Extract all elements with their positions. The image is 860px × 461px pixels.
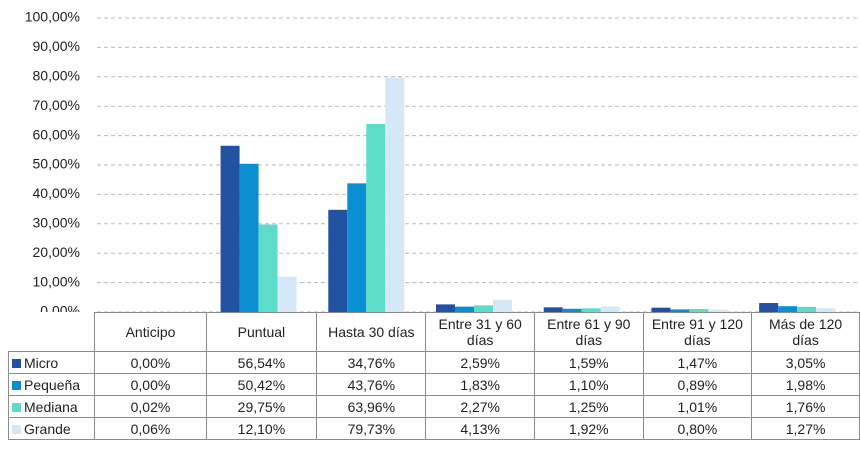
bar	[778, 306, 798, 312]
y-tick-label: 40,00%	[33, 185, 80, 201]
value-cell: 1,10%	[533, 373, 644, 396]
data-table: Anticipo Puntual Hasta 30 días Entre 31 y 6…	[7, 312, 860, 440]
value-cell: 0,02%	[94, 395, 207, 418]
legend-entry: Micro	[7, 351, 96, 374]
value-cell: 0,80%	[642, 417, 753, 440]
bar	[455, 306, 474, 312]
value-cell: 63,96%	[316, 395, 427, 418]
header-row: Anticipo Puntual Hasta 30 días Entre 31 y 6…	[8, 312, 860, 352]
legend-entry: Grande	[7, 417, 96, 440]
bar	[436, 304, 455, 312]
blank-cell	[8, 312, 96, 352]
bar	[759, 303, 779, 312]
value-cell: 79,73%	[316, 417, 427, 440]
legend-swatch	[12, 358, 21, 368]
y-tick-label: 60,00%	[33, 126, 80, 142]
bar	[708, 309, 728, 312]
bar	[474, 305, 493, 312]
bar	[689, 309, 709, 312]
value-cell: 1,25%	[533, 395, 644, 418]
bar	[581, 308, 601, 312]
value-cell: 4,13%	[425, 417, 535, 440]
value-cell: 2,59%	[425, 351, 535, 374]
bar	[347, 183, 367, 312]
value-cell: 43,76%	[316, 373, 427, 396]
series-row: Mediana 0,02% 29,75% 63,96% 2,27% 1,25% 1,01% 1…	[7, 395, 860, 418]
category-label: Puntual	[205, 312, 318, 352]
category-label: Anticipo	[94, 312, 207, 352]
category-label: Entre 61 y 90 días	[533, 312, 644, 352]
value-cell: 1,47%	[642, 351, 753, 374]
value-cell: 0,06%	[94, 417, 207, 440]
value-cell: 1,83%	[425, 373, 535, 396]
series-row: Pequeña 0,00% 50,42% 43,76% 1,83% 1,10% 0,89% 1…	[7, 373, 860, 396]
bar	[258, 224, 278, 312]
value-cell: 1,98%	[751, 373, 860, 396]
value-cell: 2,27%	[425, 395, 535, 418]
y-tick-label: 0,00%	[40, 303, 80, 312]
y-tick-label: 20,00%	[33, 244, 80, 260]
value-cell: 29,75%	[205, 395, 318, 418]
bar	[220, 145, 240, 312]
value-cell: 1,01%	[642, 395, 753, 418]
y-tick-label: 10,00%	[33, 273, 80, 289]
bar	[562, 308, 582, 312]
value-cell: 0,00%	[94, 373, 207, 396]
bar	[277, 276, 297, 312]
value-cell: 50,42%	[205, 373, 318, 396]
bar	[670, 309, 690, 312]
value-cell: 3,05%	[751, 351, 860, 374]
category-label: Más de 120 días	[751, 312, 860, 352]
value-cell: 1,27%	[751, 417, 860, 440]
value-cell: 12,10%	[205, 417, 318, 440]
value-cell: 0,00%	[94, 351, 207, 374]
bar	[493, 299, 512, 312]
legend-swatch	[12, 402, 21, 412]
legend-entry: Pequeña	[7, 373, 96, 396]
legend-swatch	[12, 424, 21, 434]
chart: 0,00% 10,00% 20,00% 30,00% 40,00% 50,00% 60,00…	[25, 9, 857, 312]
category-label: Entre 91 y 120 días	[642, 312, 753, 352]
series-row: Grande 0,06% 12,10% 79,73% 4,13% 1,92% 0,80% 1,…	[7, 417, 860, 440]
legend-entry: Mediana	[7, 395, 96, 418]
legend-label: Mediana	[24, 398, 78, 415]
legend-swatch	[12, 380, 21, 390]
value-cell: 1,59%	[533, 351, 644, 374]
category-label: Entre 31 y 60 días	[425, 312, 535, 352]
legend-label: Pequeña	[24, 376, 81, 393]
bar	[797, 306, 817, 312]
y-tick-label: 50,00%	[33, 156, 80, 172]
value-cell: 34,76%	[316, 351, 427, 374]
value-cell: 0,89%	[642, 373, 753, 396]
y-tick-label: 70,00%	[33, 97, 80, 113]
bar	[239, 163, 259, 312]
value-cell: 56,54%	[205, 351, 318, 374]
series-row: Micro 0,00% 56,54% 34,76% 2,59% 1,59% 1,47% 3,0…	[7, 351, 860, 374]
y-tick-label: 90,00%	[33, 38, 80, 54]
y-tick-label: 80,00%	[33, 68, 80, 84]
bar	[600, 306, 620, 312]
value-cell: 1,76%	[751, 395, 860, 418]
bar	[328, 209, 348, 312]
legend-label: Grande	[24, 420, 71, 437]
bar	[543, 307, 563, 312]
value-cell: 1,92%	[533, 417, 644, 440]
y-tick-label: 30,00%	[33, 215, 80, 231]
category-label: Hasta 30 días	[316, 312, 427, 352]
bar	[651, 307, 671, 312]
y-tick-label: 100,00%	[25, 9, 80, 25]
bar	[816, 308, 836, 312]
bar	[366, 123, 386, 312]
bar	[385, 77, 405, 312]
legend-label: Micro	[24, 354, 59, 371]
